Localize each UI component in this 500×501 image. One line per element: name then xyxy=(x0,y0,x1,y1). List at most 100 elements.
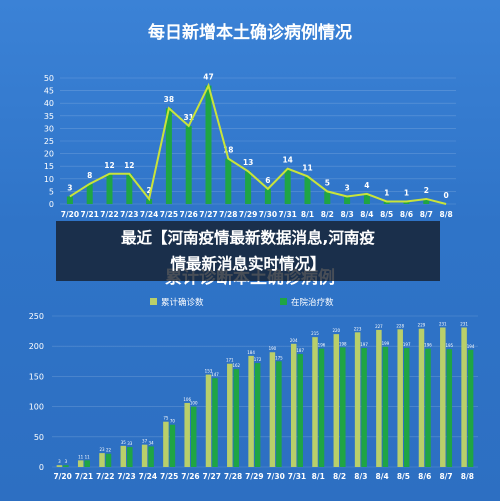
chart2-bar xyxy=(467,349,474,467)
chart1-ytick-label: 30 xyxy=(44,124,54,133)
chart1-data-label: 6 xyxy=(265,176,270,185)
chart1-xtick-label: 8/6 xyxy=(400,210,413,219)
chart1-xtick-label: 7/21 xyxy=(80,210,98,219)
chart2-bar xyxy=(148,446,154,467)
chart1-bar xyxy=(106,173,113,204)
chart1-data-label: 12 xyxy=(104,161,114,170)
chart2-bar xyxy=(312,337,318,467)
chart1-bar xyxy=(383,201,390,204)
chart2-bar xyxy=(382,346,389,467)
chart1-xtick-label: 7/29 xyxy=(239,210,257,219)
chart2-data-label: 215 xyxy=(311,331,319,336)
chart2-bar xyxy=(440,327,446,467)
chart1-ytick-label: 45 xyxy=(44,87,54,96)
chart1-ytick-label: 40 xyxy=(44,99,54,108)
chart2-xtick-label: 7/25 xyxy=(160,472,178,481)
chart2-xtick-label: 7/29 xyxy=(245,472,263,481)
chart2-data-label: 194 xyxy=(467,344,475,349)
chart2-data-label: 231 xyxy=(439,321,447,326)
chart1-data-label: 1 xyxy=(404,188,409,197)
chart1-xtick-label: 8/7 xyxy=(420,210,433,219)
chart1-xtick-label: 8/8 xyxy=(440,210,453,219)
chart2-legend-swatch xyxy=(280,298,287,305)
chart2-data-label: 204 xyxy=(290,338,298,343)
chart1-data-label: 0 xyxy=(443,191,448,200)
chart2-data-label: 171 xyxy=(226,358,234,363)
chart1-xtick-label: 7/26 xyxy=(179,210,197,219)
chart1-xtick-label: 8/2 xyxy=(321,210,334,219)
chart2-bar xyxy=(397,329,403,467)
chart1-bar xyxy=(225,158,232,204)
chart2-xtick-label: 8/5 xyxy=(397,472,410,481)
chart2-ytick-label: 100 xyxy=(29,403,44,412)
chart1-ytick-label: 10 xyxy=(44,175,54,184)
chart2-data-label: 75 xyxy=(163,416,169,421)
chart2-xtick-label: 8/1 xyxy=(312,472,325,481)
chart2-xtick-label: 7/26 xyxy=(181,472,199,481)
chart2-data-label: 196 xyxy=(424,343,432,348)
chart2-data-label: 196 xyxy=(318,343,326,348)
chart2-bar xyxy=(233,369,240,467)
chart2-bar xyxy=(227,363,233,467)
chart1-data-label: 4 xyxy=(364,181,369,190)
chart1-data-label: 13 xyxy=(243,158,253,167)
chart1-bar xyxy=(66,196,73,204)
chart2-xtick-label: 7/21 xyxy=(75,472,93,481)
headline-overlay[interactable]: 最近【河南疫情最新数据消息,河南疫 情最新消息实时情况】 xyxy=(56,221,440,281)
chart2-bar xyxy=(141,444,148,467)
chart1-data-label: 47 xyxy=(203,73,213,82)
chart2-bar xyxy=(297,354,303,467)
chart1-xtick-label: 7/23 xyxy=(120,210,138,219)
chart2-xtick-label: 8/8 xyxy=(461,472,474,481)
chart1-xtick-label: 7/20 xyxy=(61,210,79,219)
chart2-bar xyxy=(361,348,367,467)
chart1-data-label: 2 xyxy=(424,186,429,195)
chart2-xtick-label: 8/7 xyxy=(439,472,452,481)
chart2-data-label: 23 xyxy=(99,447,105,452)
chart1-ytick-label: 15 xyxy=(44,162,54,171)
chart2-ytick-label: 0 xyxy=(39,463,44,472)
chart2-data-label: 175 xyxy=(275,355,283,360)
chart2-ytick-label: 250 xyxy=(29,312,44,321)
chart2-bar xyxy=(169,424,176,467)
chart2-xtick-label: 7/22 xyxy=(96,472,114,481)
chart2-bar xyxy=(446,349,453,467)
chart1-ytick-label: 35 xyxy=(44,112,54,121)
chart1-bar xyxy=(403,201,410,204)
chart2-bar xyxy=(190,406,197,467)
chart2-xtick-label: 8/6 xyxy=(418,472,431,481)
chart1-bar xyxy=(245,171,252,204)
chart2-bar xyxy=(163,421,169,467)
chart2-bar xyxy=(376,329,382,467)
chart2-data-label: 229 xyxy=(418,323,426,328)
chart2-bar xyxy=(248,355,254,467)
chart1-data-label: 5 xyxy=(325,178,330,187)
chart2-data-label: 33 xyxy=(127,441,133,446)
chart2-xtick-label: 8/2 xyxy=(333,472,346,481)
chart2-bar xyxy=(354,332,361,467)
chart2-bar xyxy=(77,460,84,467)
chart2-bar xyxy=(276,361,282,467)
chart1-bar xyxy=(264,188,271,204)
chart2-bar xyxy=(269,352,276,467)
chart1-bar xyxy=(126,173,133,204)
chart2-bar xyxy=(84,460,90,467)
chart1-data-label: 1 xyxy=(384,188,389,197)
chart2-data-label: 22 xyxy=(106,448,112,453)
chart1-bar xyxy=(146,198,153,204)
chart1-data-label: 12 xyxy=(124,161,134,170)
chart2-bar xyxy=(254,363,261,467)
chart2-data-label: 3 xyxy=(58,459,61,464)
chart2-legend-swatch xyxy=(150,298,157,305)
chart1-ytick-label: 50 xyxy=(44,74,54,83)
chart2-bar xyxy=(205,374,212,467)
chart2-data-label: 231 xyxy=(460,321,468,326)
chart2-bar xyxy=(318,348,325,467)
chart2-data-label: 100 xyxy=(190,401,198,406)
chart2-bar xyxy=(333,334,340,467)
chart2-data-label: 3 xyxy=(65,459,68,464)
chart1-data-label: 2 xyxy=(146,186,151,195)
chart1-xtick-label: 7/25 xyxy=(160,210,178,219)
chart2-data-label: 70 xyxy=(170,419,176,424)
